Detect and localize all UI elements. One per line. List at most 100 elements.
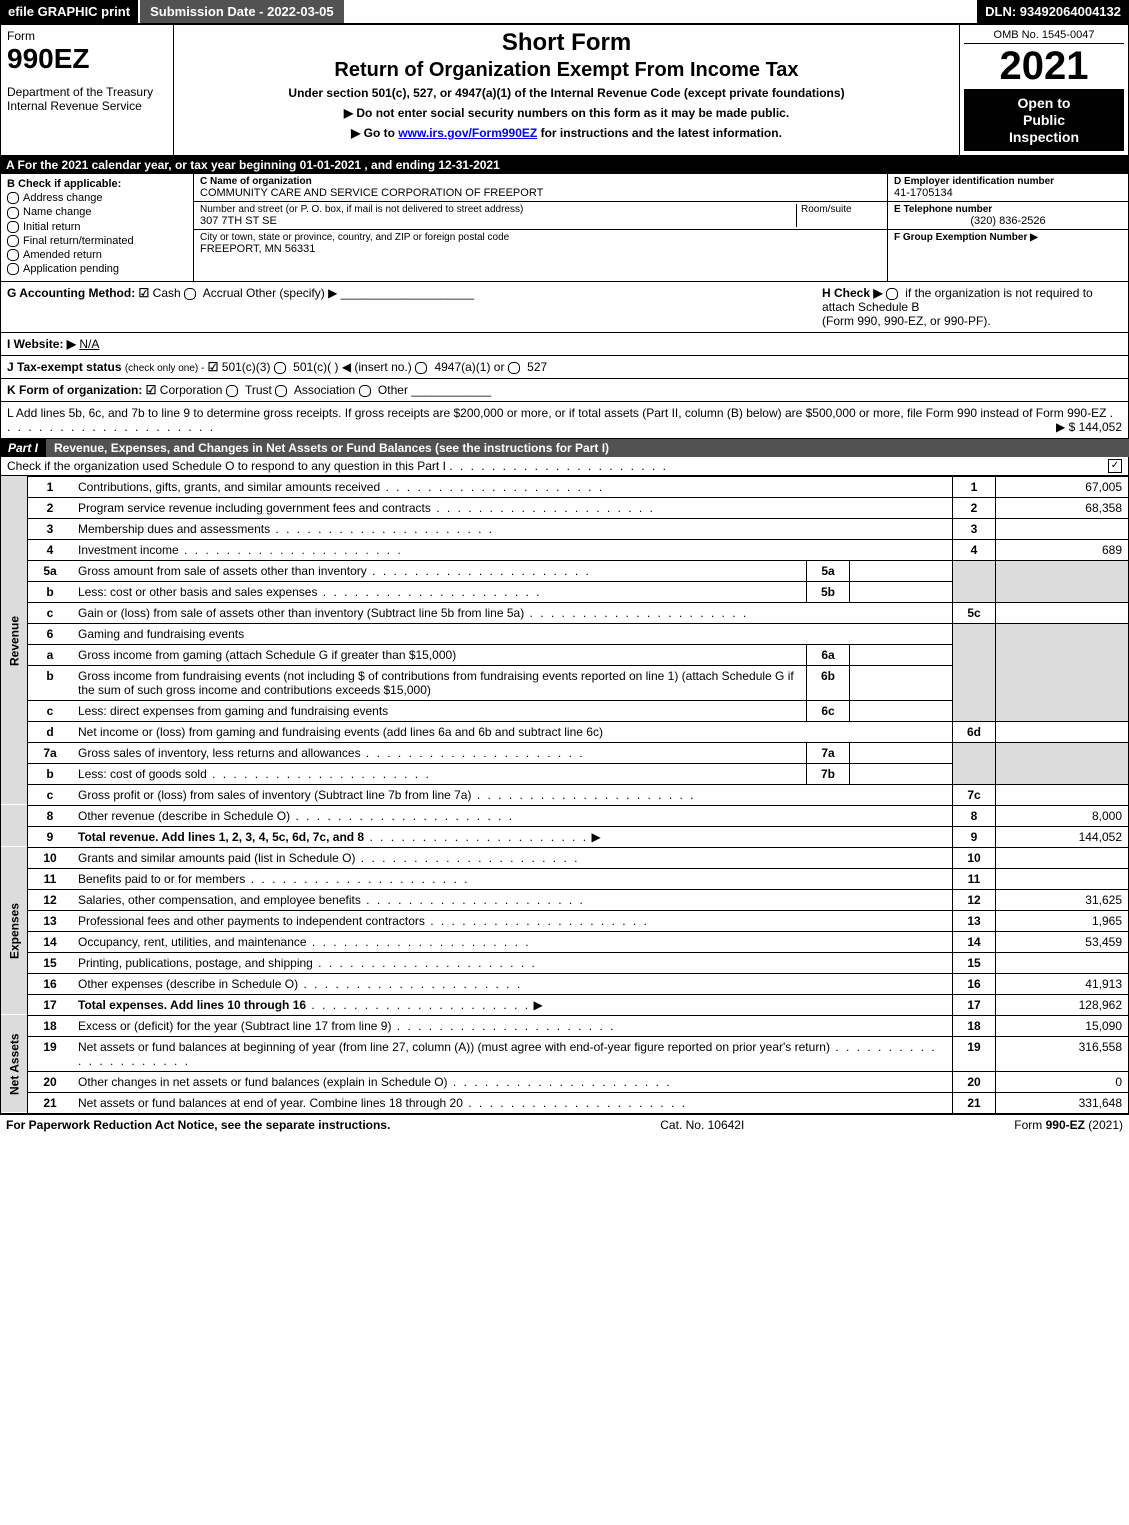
arrow-icon: ▶ [591, 830, 600, 844]
part1-check-o: Check if the organization used Schedule … [0, 457, 1129, 476]
part1-table: Revenue 1 Contributions, gifts, grants, … [0, 476, 1129, 1114]
line-3: 3 Membership dues and assessments 3 [1, 518, 1129, 539]
line-12: 12 Salaries, other compensation, and emp… [1, 889, 1129, 910]
row-gh: G Accounting Method: ☑ Cash Accrual Othe… [0, 282, 1129, 333]
chk-association[interactable] [275, 385, 287, 397]
open-line1: Open to [1018, 95, 1071, 111]
section-a: A For the 2021 calendar year, or tax yea… [0, 156, 1129, 174]
form-number: 990EZ [7, 43, 167, 75]
chk-amended-return[interactable]: Amended return [7, 249, 187, 261]
submission-date-button[interactable]: Submission Date - 2022-03-05 [140, 0, 344, 23]
dln-label: DLN: 93492064004132 [977, 0, 1129, 23]
box-b: B Check if applicable: Address change Na… [1, 174, 194, 281]
line-19: 19 Net assets or fund balances at beginn… [1, 1036, 1129, 1071]
tel-heading: E Telephone number [894, 204, 1122, 215]
open-line2: Public [1023, 112, 1065, 128]
h-sub: (Form 990, 990-EZ, or 990-PF). [822, 314, 991, 328]
val-4: 689 [996, 539, 1129, 560]
k-label: K Form of organization: [7, 383, 142, 397]
line-6d: d Net income or (loss) from gaming and f… [1, 721, 1129, 742]
irs-label: Internal Revenue Service [7, 99, 167, 113]
part1-title: Revenue, Expenses, and Changes in Net As… [46, 439, 1129, 457]
website-value: N/A [79, 337, 99, 351]
note-goto: ▶ Go to www.irs.gov/Form990EZ for instru… [180, 126, 953, 140]
box-b-heading: B Check if applicable: [7, 178, 187, 190]
footer: For Paperwork Reduction Act Notice, see … [0, 1114, 1129, 1135]
note-goto-suffix: for instructions and the latest informat… [541, 126, 782, 140]
chk-corporation[interactable]: ☑ [146, 383, 157, 397]
line-5a: 5a Gross amount from sale of assets othe… [1, 560, 1129, 581]
line-14: 14 Occupancy, rent, utilities, and maint… [1, 931, 1129, 952]
row-g: G Accounting Method: ☑ Cash Accrual Othe… [7, 286, 822, 328]
ein-value: 41-1705134 [894, 187, 1122, 199]
form-label: Form [7, 29, 167, 43]
note-goto-prefix: ▶ Go to [351, 126, 398, 140]
l-text: L Add lines 5b, 6c, and 7b to line 9 to … [7, 406, 1106, 420]
chk-accrual[interactable] [184, 288, 196, 300]
return-title: Return of Organization Exempt From Incom… [180, 59, 953, 82]
row-i: I Website: ▶ N/A [0, 333, 1129, 356]
room-suite-heading: Room/suite [796, 204, 881, 227]
side-revenue: Revenue [1, 476, 28, 805]
val-15 [996, 952, 1129, 973]
val-19: 316,558 [996, 1036, 1129, 1071]
tax-year: 2021 [964, 44, 1124, 89]
chk-address-change[interactable]: Address change [7, 192, 187, 204]
line-13: 13 Professional fees and other payments … [1, 910, 1129, 931]
val-11 [996, 868, 1129, 889]
val-6d [996, 721, 1129, 742]
efile-print-button[interactable]: efile GRAPHIC print [0, 0, 138, 23]
arrow-icon: ▶ [533, 998, 542, 1012]
city-heading: City or town, state or province, country… [200, 232, 881, 243]
telephone: (320) 836-2526 [894, 215, 1122, 227]
under-section: Under section 501(c), 527, or 4947(a)(1)… [180, 86, 953, 100]
group-exemption-heading: F Group Exemption Number ▶ [894, 232, 1122, 243]
side-expenses: Expenses [1, 847, 28, 1015]
chk-4947[interactable] [415, 362, 427, 374]
short-form-title: Short Form [180, 29, 953, 57]
line-10: Expenses 10 Grants and similar amounts p… [1, 847, 1129, 868]
val-12: 31,625 [996, 889, 1129, 910]
val-7c [996, 784, 1129, 805]
addr-heading: Number and street (or P. O. box, if mail… [200, 204, 796, 215]
header-left: Form 990EZ Department of the Treasury In… [1, 25, 174, 155]
chk-initial-return[interactable]: Initial return [7, 221, 187, 233]
side-netassets: Net Assets [1, 1015, 28, 1113]
chk-other-org[interactable] [359, 385, 371, 397]
line-18: Net Assets 18 Excess or (deficit) for th… [1, 1015, 1129, 1036]
chk-name-change[interactable]: Name change [7, 206, 187, 218]
chk-501c3[interactable]: ☑ [208, 360, 219, 374]
val-17: 128,962 [996, 994, 1129, 1015]
street-address: 307 7TH ST SE [200, 215, 796, 227]
check-o-text: Check if the organization used Schedule … [7, 459, 446, 473]
val-21: 331,648 [996, 1092, 1129, 1113]
note-ssn: ▶ Do not enter social security numbers o… [180, 106, 953, 120]
chk-cash[interactable]: ☑ [139, 286, 150, 300]
info-block: B Check if applicable: Address change Na… [0, 174, 1129, 282]
irs-link[interactable]: www.irs.gov/Form990EZ [398, 126, 537, 140]
chk-501c[interactable] [274, 362, 286, 374]
header-center: Short Form Return of Organization Exempt… [174, 25, 959, 155]
val-3 [996, 518, 1129, 539]
val-1: 67,005 [996, 476, 1129, 497]
val-10 [996, 847, 1129, 868]
chk-final-return[interactable]: Final return/terminated [7, 235, 187, 247]
val-20: 0 [996, 1071, 1129, 1092]
chk-application-pending[interactable]: Application pending [7, 263, 187, 275]
h-label: H Check ▶ [822, 286, 883, 300]
chk-h[interactable] [886, 288, 898, 300]
line-16: 16 Other expenses (describe in Schedule … [1, 973, 1129, 994]
line-15: 15 Printing, publications, postage, and … [1, 952, 1129, 973]
chk-trust[interactable] [226, 385, 238, 397]
org-name: COMMUNITY CARE AND SERVICE CORPORATION O… [200, 187, 881, 199]
line-4: 4 Investment income 4 689 [1, 539, 1129, 560]
val-13: 1,965 [996, 910, 1129, 931]
chk-schedule-o[interactable]: ✓ [1108, 459, 1122, 473]
line-5c: c Gain or (loss) from sale of assets oth… [1, 602, 1129, 623]
g-other: Other (specify) ▶ [246, 286, 337, 300]
line-9: 9 Total revenue. Add lines 1, 2, 3, 4, 5… [1, 826, 1129, 847]
row-h: H Check ▶ if the organization is not req… [822, 286, 1122, 328]
chk-527[interactable] [508, 362, 520, 374]
box-def: D Employer identification number 41-1705… [888, 174, 1128, 281]
line-17: 17 Total expenses. Add lines 10 through … [1, 994, 1129, 1015]
